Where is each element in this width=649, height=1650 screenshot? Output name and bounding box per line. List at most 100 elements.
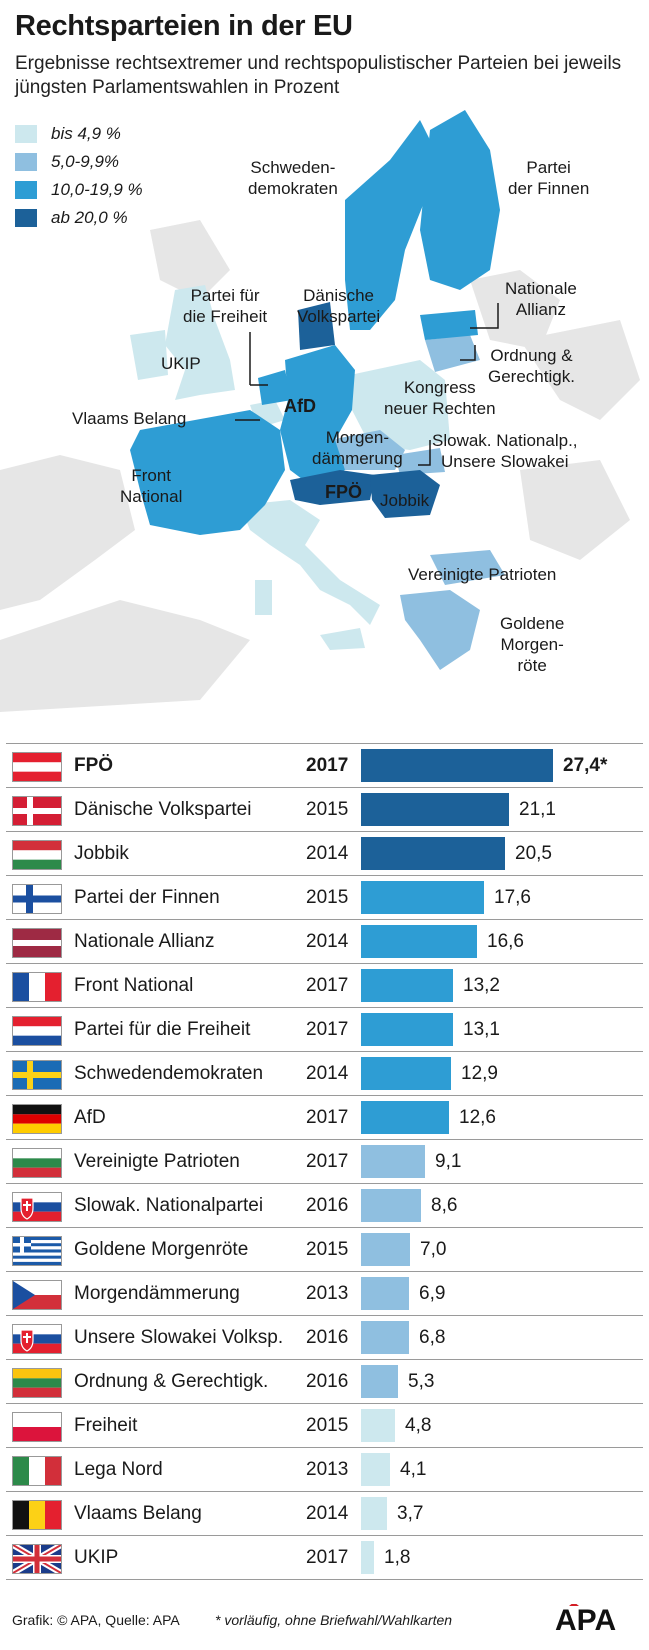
- region-france: [130, 410, 285, 535]
- map-label-afd: AfD: [284, 396, 316, 416]
- value-label: 7,0: [420, 1239, 447, 1260]
- value-bar: [361, 925, 477, 958]
- value-label: 12,9: [461, 1063, 498, 1084]
- value-label: 13,1: [463, 1019, 500, 1040]
- flag-icon: [12, 1148, 62, 1178]
- region-greece: [400, 590, 480, 670]
- value-label: 4,1: [400, 1459, 427, 1480]
- slovakia-flag-icon: [13, 1193, 61, 1221]
- table-row: Dänische Volkspartei 2015 21,1: [6, 788, 643, 832]
- region-finland: [420, 110, 500, 290]
- table-row: Freiheit 2015 4,8: [6, 1404, 643, 1448]
- map-label-goldene: Goldene Morgen-röte: [500, 614, 565, 675]
- legend-label: 10,0-19,9 %: [51, 180, 143, 199]
- map-label-daenische: Dänische Volkspartei: [297, 286, 381, 326]
- election-year: 2016: [306, 1327, 349, 1348]
- election-year: 2017: [306, 1547, 349, 1568]
- legend-label: ab 20,0 %: [51, 208, 128, 227]
- party-name: FPÖ: [74, 755, 114, 776]
- legend-label: bis 4,9 %: [51, 124, 121, 143]
- table-row: Morgendämmerung 2013 6,9: [6, 1272, 643, 1316]
- region-austria: [290, 470, 375, 505]
- party-name: Goldene Morgenröte: [74, 1239, 249, 1260]
- region-lithuania: [425, 335, 480, 372]
- flag-icon: [12, 840, 62, 870]
- election-year: 2016: [306, 1195, 349, 1216]
- value-label: 20,5: [515, 843, 552, 864]
- value-bar: [361, 1013, 453, 1046]
- map-label-vlaams: Vlaams Belang: [72, 409, 187, 428]
- greece-flag-icon: [13, 1237, 61, 1265]
- value-bar: [361, 749, 553, 782]
- party-name: UKIP: [74, 1547, 119, 1568]
- austria-flag-icon: [13, 753, 61, 781]
- party-name: Jobbik: [74, 843, 129, 864]
- value-label: 6,9: [419, 1283, 446, 1304]
- table-row: Slowak. Nationalpartei 2016 8,6: [6, 1184, 643, 1228]
- legend-swatch: [15, 181, 37, 199]
- footer-source: Grafik: © APA, Quelle: APA: [12, 1612, 180, 1628]
- uk-flag-icon: [13, 1545, 61, 1573]
- table-row: Vlaams Belang 2014 3,7: [6, 1492, 643, 1536]
- flag-icon: [12, 972, 62, 1002]
- party-name: Freiheit: [74, 1415, 138, 1436]
- election-year: 2017: [306, 975, 349, 996]
- election-year: 2014: [306, 931, 349, 952]
- election-year: 2015: [306, 887, 349, 908]
- party-name: Nationale Allianz: [74, 931, 215, 952]
- region-poland: [350, 360, 450, 450]
- legend-item: 5,0-9,9%: [15, 148, 143, 176]
- region-bulgaria: [430, 550, 505, 585]
- region-czech: [330, 430, 405, 470]
- flag-icon: [12, 1060, 62, 1090]
- party-name: Front National: [74, 975, 194, 996]
- map-label-morgen: Morgen-dämmerung: [312, 428, 403, 468]
- region-germany: [280, 345, 355, 485]
- table-row: Unsere Slowakei Volksp. 2016 6,8: [6, 1316, 643, 1360]
- map-label-kongress: Kongress neuer Rechten: [384, 378, 496, 418]
- value-bar: [361, 1321, 409, 1354]
- region-slovakia: [395, 448, 445, 475]
- table-row: UKIP 2017 1,8: [6, 1536, 643, 1580]
- flag-icon: [12, 928, 62, 958]
- region-sardinia: [255, 580, 272, 615]
- sweden-flag-icon: [13, 1061, 61, 1089]
- party-name: Dänische Volkspartei: [74, 799, 252, 820]
- party-name: Ordnung & Gerechtigk.: [74, 1371, 269, 1392]
- table-row: Front National 2017 13,2: [6, 964, 643, 1008]
- france-flag-icon: [13, 973, 61, 1001]
- election-year: 2014: [306, 1063, 349, 1084]
- party-name: Partei für die Freiheit: [74, 1019, 251, 1040]
- legend: bis 4,9 % 5,0-9,9% 10,0-19,9 % ab 20,0 %: [15, 120, 143, 232]
- value-bar: [361, 1233, 410, 1266]
- region-latvia: [420, 310, 478, 340]
- map-label-finnen: Partei der Finnen: [508, 158, 590, 198]
- table-row: Schwedendemokraten 2014 12,9: [6, 1052, 643, 1096]
- election-year: 2015: [306, 1239, 349, 1260]
- legend-label: 5,0-9,9%: [51, 152, 120, 171]
- map-label-schweden: Schweden-demokraten: [248, 158, 338, 198]
- party-name: Vlaams Belang: [74, 1503, 202, 1524]
- value-bar: [361, 1497, 387, 1530]
- map-label-slowak: Slowak. Nationalp., Unsere Slowakei: [432, 431, 578, 471]
- value-bar: [361, 1453, 390, 1486]
- value-label: 6,8: [419, 1327, 446, 1348]
- footer-note: * vorläufig, ohne Briefwahl/Wahlkarten: [215, 1612, 453, 1628]
- value-bar: [361, 1189, 421, 1222]
- value-bar: [361, 881, 484, 914]
- flag-icon: [12, 1324, 62, 1354]
- map-label-nationale: Nationale Allianz: [505, 279, 577, 319]
- party-name: Partei der Finnen: [74, 887, 220, 908]
- value-bar: [361, 1541, 374, 1574]
- value-bar: [361, 1057, 451, 1090]
- table-row: Ordnung & Gerechtigk. 2016 5,3: [6, 1360, 643, 1404]
- flag-icon: [12, 752, 62, 782]
- table-row: Nationale Allianz 2014 16,6: [6, 920, 643, 964]
- flag-icon: [12, 884, 62, 914]
- region-hungary: [370, 470, 440, 518]
- election-year: 2015: [306, 799, 349, 820]
- map-label-ukip: UKIP: [161, 354, 201, 373]
- election-year: 2017: [306, 1107, 349, 1128]
- apa-logo-text: APA: [555, 1604, 616, 1636]
- flag-icon: [12, 1368, 62, 1398]
